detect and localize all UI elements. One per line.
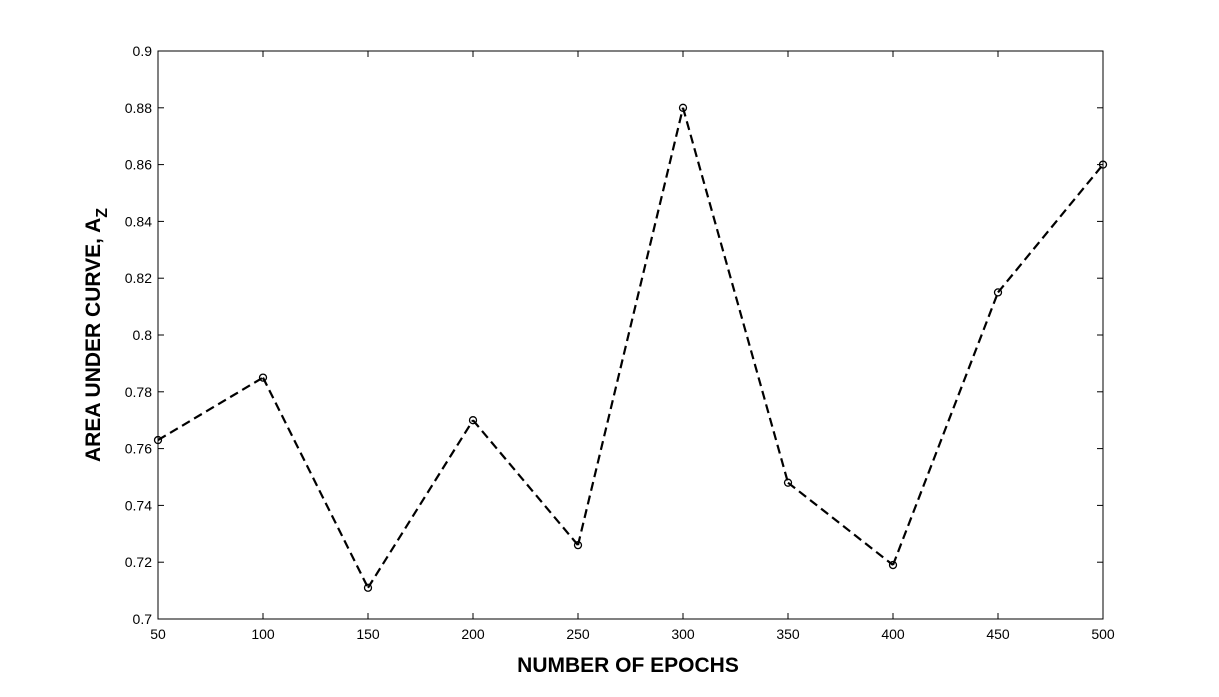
series-line-segment xyxy=(681,107,790,483)
data-point-marker xyxy=(993,288,1003,297)
x-tick-label: 200 xyxy=(461,626,485,642)
svg-text:AREA UNDER CURVE, AZ: AREA UNDER CURVE, AZ xyxy=(82,208,111,462)
series-layer xyxy=(153,103,1108,592)
y-axis-title: AREA UNDER CURVE, AZ xyxy=(82,208,111,462)
series-line-segment xyxy=(576,107,685,546)
data-point-marker xyxy=(468,416,478,425)
data-point-marker xyxy=(258,373,268,382)
y-tick-label: 0.82 xyxy=(125,270,152,286)
y-tick-label: 0.84 xyxy=(125,213,152,229)
y-tick-label: 0.7 xyxy=(133,611,153,627)
data-point-marker xyxy=(1098,160,1108,169)
plot-area xyxy=(157,50,1104,620)
data-point-marker xyxy=(783,478,793,487)
x-tick-label: 50 xyxy=(150,626,166,642)
series-line-segment xyxy=(787,481,894,566)
data-point-marker xyxy=(888,560,898,570)
data-point-marker xyxy=(573,541,583,550)
y-axis-title-main: AREA UNDER CURVE, A xyxy=(82,218,105,462)
series-line-segment xyxy=(891,292,1000,566)
x-tick-label: 350 xyxy=(776,626,800,642)
series-line-segment xyxy=(262,377,369,589)
series-line-segment xyxy=(157,376,264,442)
y-tick-label: 0.9 xyxy=(133,43,153,59)
series-line-segment xyxy=(367,419,474,589)
x-tick-label: 450 xyxy=(986,626,1010,642)
data-point-marker xyxy=(678,103,688,112)
y-axis-ticks: 0.7 0.72 0.74 0.76 0.78 0.8 0.82 0.84 0.86 0.88 0.… xyxy=(125,43,1103,627)
y-tick-label: 0.8 xyxy=(133,327,153,343)
y-tick-label: 0.74 xyxy=(125,497,152,513)
data-point-marker xyxy=(363,583,373,592)
x-tick-label: 300 xyxy=(671,626,695,642)
x-axis-title: NUMBER OF EPOCHS xyxy=(517,654,739,677)
y-tick-label: 0.72 xyxy=(125,554,152,570)
x-axis-ticks: 50 100 150 200 250 300 350 400 450 500 xyxy=(150,51,1115,642)
y-tick-label: 0.88 xyxy=(125,100,152,116)
x-tick-label: 100 xyxy=(251,626,275,642)
y-tick-label: 0.76 xyxy=(125,441,152,457)
x-tick-label: 500 xyxy=(1091,626,1115,642)
x-tick-label: 400 xyxy=(881,626,905,642)
y-tick-label: 0.78 xyxy=(125,384,152,400)
y-axis-title-subscript: Z xyxy=(94,208,111,218)
data-point-marker xyxy=(153,435,163,445)
x-tick-label: 150 xyxy=(356,626,380,642)
y-tick-label: 0.86 xyxy=(125,157,152,173)
x-tick-label: 250 xyxy=(566,626,590,642)
